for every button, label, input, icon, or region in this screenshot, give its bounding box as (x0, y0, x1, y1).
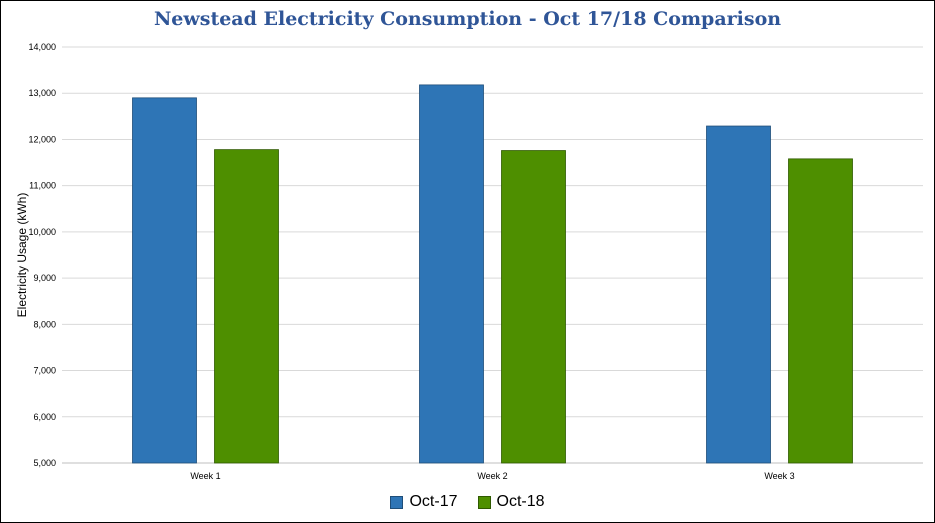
y-tick-label: 10,000 (28, 227, 56, 237)
x-tick-label: Week 2 (477, 471, 507, 481)
bar-oct-17-week-3 (706, 125, 771, 464)
legend-swatch-oct-18 (477, 495, 491, 509)
chart-legend: Oct-17 Oct-18 (0, 493, 935, 511)
y-tick-label: 12,000 (28, 134, 56, 144)
y-tick-label: 13,000 (28, 88, 56, 98)
y-tick-label: 9,000 (33, 273, 56, 283)
y-tick-label: 5,000 (33, 458, 56, 468)
bar-oct-17-week-2 (419, 84, 484, 464)
legend-swatch-oct-17 (390, 495, 404, 509)
legend-label-oct-18: Oct-18 (496, 493, 545, 510)
chart-title: Newstead Electricity Consumption - Oct 1… (153, 8, 782, 30)
y-tick-label: 14,000 (28, 42, 56, 52)
y-tick-label: 7,000 (33, 366, 56, 376)
x-tick-label: Week 1 (190, 471, 220, 481)
bar-oct-18-week-2 (501, 150, 566, 464)
bar-oct-18-week-3 (788, 158, 853, 464)
legend-item-oct-18: Oct-18 (477, 493, 545, 511)
y-tick-label: 11,000 (29, 181, 56, 191)
bar-oct-18-week-1 (214, 149, 279, 464)
legend-item-oct-17: Oct-17 (390, 493, 458, 511)
legend-label-oct-17: Oct-17 (409, 493, 458, 510)
y-axis-label: Electricity Usage (kWh) (15, 193, 29, 318)
y-tick-label: 8,000 (33, 319, 56, 329)
bar-oct-17-week-1 (132, 97, 197, 464)
y-tick-label: 6,000 (33, 412, 56, 422)
x-tick-label: Week 3 (764, 471, 794, 481)
